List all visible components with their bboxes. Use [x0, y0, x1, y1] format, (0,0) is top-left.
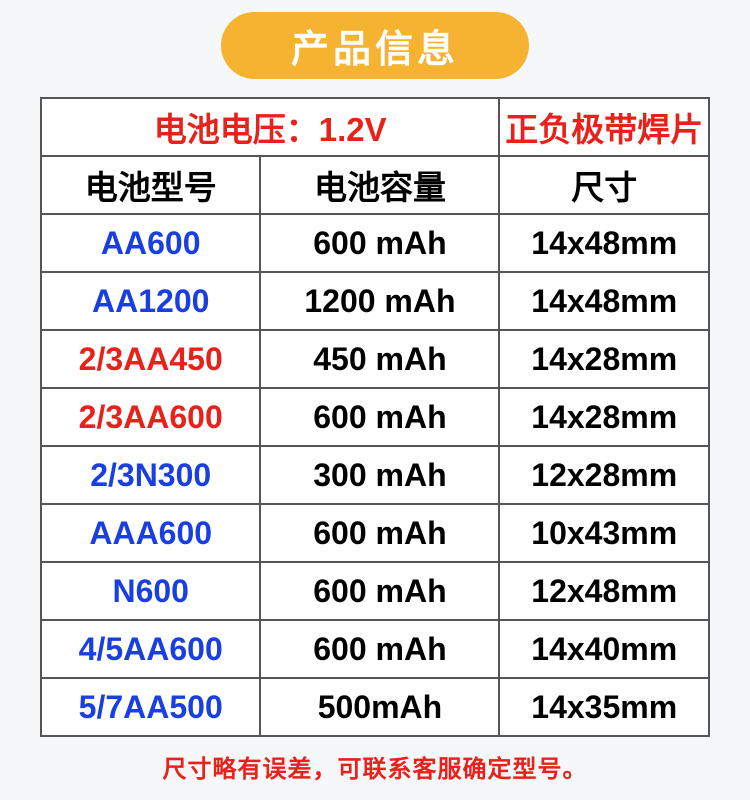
header-row-top: 电池电压：1.2V 正负极带焊片	[41, 98, 709, 156]
cell-model: 5/7AA500	[41, 678, 260, 736]
cell-capacity: 600 mAh	[260, 214, 499, 272]
cell-model: AA1200	[41, 272, 260, 330]
cell-model: N600	[41, 562, 260, 620]
cell-capacity: 600 mAh	[260, 388, 499, 446]
cell-capacity: 450 mAh	[260, 330, 499, 388]
footnote: 尺寸略有误差，可联系客服确定型号。	[163, 749, 588, 784]
col-header-capacity: 电池容量	[260, 156, 499, 214]
cell-model: AA600	[41, 214, 260, 272]
table-row: 2/3AA600 600 mAh 14x28mm	[41, 388, 709, 446]
cell-model: 4/5AA600	[41, 620, 260, 678]
table-row: 2/3N300 300 mAh 12x28mm	[41, 446, 709, 504]
cell-size: 14x40mm	[499, 620, 709, 678]
col-header-size: 尺寸	[499, 156, 709, 214]
header-row-cols: 电池型号 电池容量 尺寸	[41, 156, 709, 214]
table-row: N600 600 mAh 12x48mm	[41, 562, 709, 620]
cell-size: 14x28mm	[499, 388, 709, 446]
cell-size: 14x35mm	[499, 678, 709, 736]
spec-table: 电池电压：1.2V 正负极带焊片 电池型号 电池容量 尺寸 AA600 600 …	[40, 97, 710, 737]
cell-size: 12x48mm	[499, 562, 709, 620]
cell-model: 2/3AA600	[41, 388, 260, 446]
table-row: 2/3AA450 450 mAh 14x28mm	[41, 330, 709, 388]
cell-size: 12x28mm	[499, 446, 709, 504]
cell-capacity: 1200 mAh	[260, 272, 499, 330]
cell-size: 14x48mm	[499, 214, 709, 272]
table-row: AA600 600 mAh 14x48mm	[41, 214, 709, 272]
cell-capacity: 600 mAh	[260, 504, 499, 562]
cell-size: 14x28mm	[499, 330, 709, 388]
title-badge: 产品信息	[221, 12, 529, 79]
table-row: AA1200 1200 mAh 14x48mm	[41, 272, 709, 330]
cell-capacity: 300 mAh	[260, 446, 499, 504]
cell-size: 14x48mm	[499, 272, 709, 330]
voltage-cell: 电池电压：1.2V	[41, 98, 499, 156]
cell-model: AAA600	[41, 504, 260, 562]
table-row: 4/5AA600 600 mAh 14x40mm	[41, 620, 709, 678]
cell-capacity: 600 mAh	[260, 620, 499, 678]
cell-model: 2/3N300	[41, 446, 260, 504]
tab-cell: 正负极带焊片	[499, 98, 709, 156]
col-header-model: 电池型号	[41, 156, 260, 214]
cell-capacity: 500mAh	[260, 678, 499, 736]
table-row: AAA600 600 mAh 10x43mm	[41, 504, 709, 562]
cell-capacity: 600 mAh	[260, 562, 499, 620]
cell-size: 10x43mm	[499, 504, 709, 562]
cell-model: 2/3AA450	[41, 330, 260, 388]
table-row: 5/7AA500 500mAh 14x35mm	[41, 678, 709, 736]
